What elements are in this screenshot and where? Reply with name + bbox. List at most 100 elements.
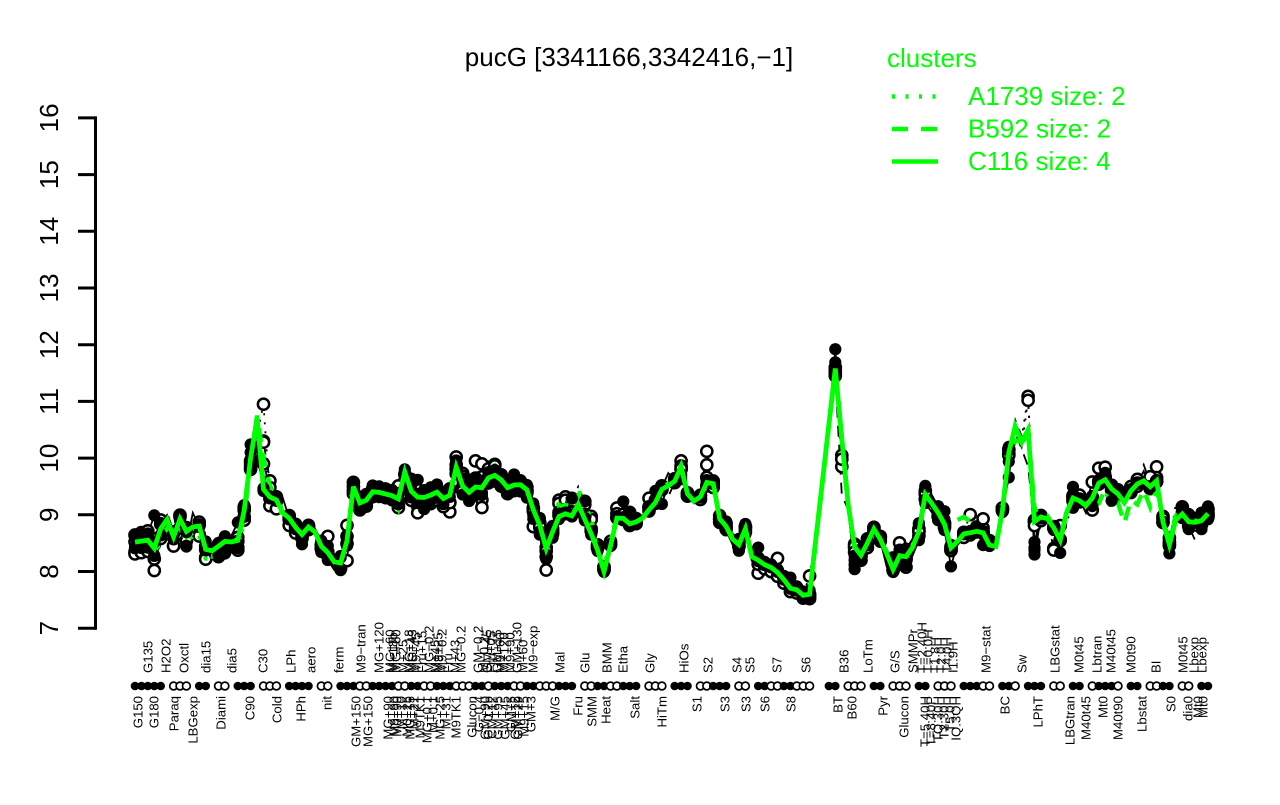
svg-text:S1: S1 <box>689 696 704 712</box>
svg-text:A1739 size: 2: A1739 size: 2 <box>968 81 1126 111</box>
svg-text:Salt: Salt <box>627 696 642 719</box>
svg-text:GM+150: GM+150 <box>348 696 363 747</box>
svg-text:7: 7 <box>34 621 64 635</box>
svg-text:T=0.0H: T=0.0H <box>920 629 935 673</box>
svg-text:M40t90: M40t90 <box>1110 696 1125 740</box>
svg-text:M9TK1: M9TK1 <box>412 696 427 739</box>
svg-text:Heat: Heat <box>598 696 613 724</box>
svg-text:T4.0H: T4.0H <box>939 637 954 673</box>
svg-text:GM+3: GM+3 <box>523 696 538 732</box>
svg-text:M0t90: M0t90 <box>1123 636 1138 673</box>
svg-text:10: 10 <box>34 444 64 473</box>
svg-text:T=8.40P: T=8.40P <box>923 696 938 746</box>
svg-text:M+21: M+21 <box>406 696 421 729</box>
svg-text:MG+43: MG+43 <box>404 629 419 673</box>
svg-text:B36: B36 <box>836 650 851 673</box>
svg-text:S2: S2 <box>700 657 715 673</box>
svg-text:S6: S6 <box>798 657 813 673</box>
svg-text:S4: S4 <box>729 657 744 673</box>
svg-text:M−0.2: M−0.2 <box>476 636 491 673</box>
svg-text:S5: S5 <box>742 657 757 673</box>
svg-text:GM+29: GM+29 <box>510 696 525 740</box>
svg-text:M+45: M+45 <box>427 640 442 673</box>
svg-text:Fru+15: Fru+15 <box>414 631 429 673</box>
svg-text:M9+90: M9+90 <box>502 632 517 673</box>
svg-text:S8: S8 <box>783 696 798 712</box>
svg-text:BMM: BMM <box>599 642 614 673</box>
svg-text:TQ.30H: TQ.30H <box>930 696 945 742</box>
svg-text:C90: C90 <box>242 696 257 720</box>
svg-text:dia0: dia0 <box>1180 696 1195 721</box>
svg-text:ferm: ferm <box>331 647 346 673</box>
svg-text:11: 11 <box>34 388 64 415</box>
svg-text:S0: S0 <box>1163 696 1178 712</box>
svg-text:S3: S3 <box>738 696 753 712</box>
svg-text:Mal: Mal <box>552 652 567 673</box>
svg-text:BI: BI <box>1148 661 1163 673</box>
svg-text:G150: G150 <box>130 696 145 728</box>
svg-text:Glucon: Glucon <box>464 696 479 738</box>
svg-text:H2O2: H2O2 <box>158 639 173 673</box>
svg-text:M40t45: M40t45 <box>1078 696 1093 740</box>
svg-text:LoTm: LoTm <box>860 639 875 673</box>
svg-text:T2.30H: T2.30H <box>936 696 951 739</box>
svg-text:M+25: M+25 <box>395 640 410 673</box>
svg-text:Fru+05: Fru+05 <box>483 631 498 673</box>
svg-text:M+60: M+60 <box>515 640 530 673</box>
svg-text:GM+45: GM+45 <box>479 629 494 673</box>
svg-text:M9TK1: M9TK1 <box>448 696 463 739</box>
svg-text:clusters: clusters <box>887 43 977 73</box>
svg-text:Pyr: Pyr <box>875 695 890 715</box>
svg-text:M0+90: M0+90 <box>389 696 404 737</box>
svg-text:16: 16 <box>34 103 64 132</box>
svg-text:HPh: HPh <box>293 696 308 722</box>
svg-text:Oxctl: Oxctl <box>176 643 191 673</box>
svg-text:M+18b: M+18b <box>385 632 400 673</box>
svg-text:M9+25: M9+25 <box>430 632 445 673</box>
svg-text:Fru: Fru <box>570 696 585 716</box>
svg-text:M/G: M/G <box>547 696 562 721</box>
svg-text:GM+15: GM+15 <box>489 629 504 673</box>
svg-text:IQ.3QH: IQ.3QH <box>948 696 963 741</box>
svg-text:HiOs: HiOs <box>676 643 691 673</box>
svg-text:MG+60: MG+60 <box>382 629 397 673</box>
svg-text:T1.8H: T1.8H <box>927 637 942 673</box>
svg-text:M+0.1: M+0.1 <box>425 696 440 733</box>
svg-text:M40t45: M40t45 <box>1103 629 1118 673</box>
svg-text:MG−0.2: MG−0.2 <box>421 626 436 673</box>
svg-text:nit: nit <box>319 696 334 710</box>
svg-text:14: 14 <box>34 217 64 246</box>
svg-text:CM+12: CM+12 <box>484 696 499 739</box>
svg-text:dia5: dia5 <box>224 648 239 673</box>
svg-text:GM−0.2: GM−0.2 <box>470 626 485 673</box>
svg-text:T=2.40H: T=2.40H <box>914 622 929 673</box>
svg-text:GM+90: GM+90 <box>477 696 492 740</box>
svg-text:SMM: SMM <box>584 696 599 727</box>
svg-text:MG+15: MG+15 <box>402 696 417 740</box>
svg-text:Fru: Fru <box>440 653 455 673</box>
svg-text:Sw: Sw <box>1014 654 1029 673</box>
svg-text:MG+18: MG+18 <box>401 629 416 673</box>
svg-text:8: 8 <box>34 564 64 578</box>
svg-text:MG+0.1: MG+0.1 <box>419 696 434 743</box>
svg-text:Mt0: Mt0 <box>1190 696 1205 718</box>
svg-text:G−0.2b: G−0.2b <box>480 696 495 740</box>
svg-text:aero: aero <box>303 647 318 673</box>
svg-text:MG+150: MG+150 <box>360 696 375 747</box>
svg-text:M+10: M+10 <box>393 696 408 729</box>
svg-text:M9+60: M9+60 <box>492 632 507 673</box>
svg-text:S6: S6 <box>757 696 772 712</box>
svg-text:I1.9H: I1.9H <box>945 641 960 673</box>
svg-text:S3: S3 <box>717 696 732 712</box>
svg-text:dia15: dia15 <box>198 641 213 673</box>
svg-text:Mt0: Mt0 <box>1095 696 1110 718</box>
svg-text:9: 9 <box>34 508 64 522</box>
svg-text:Lbexp: Lbexp <box>1186 637 1201 673</box>
svg-text:15: 15 <box>34 160 64 189</box>
svg-text:HiTm: HiTm <box>654 696 669 728</box>
svg-text:13: 13 <box>34 274 64 303</box>
svg-text:B592 size: 2: B592 size: 2 <box>968 114 1111 144</box>
svg-text:M9+90: M9+90 <box>386 696 401 737</box>
svg-text:MG+90: MG+90 <box>380 696 395 740</box>
svg-text:Cold: Cold <box>269 696 284 723</box>
